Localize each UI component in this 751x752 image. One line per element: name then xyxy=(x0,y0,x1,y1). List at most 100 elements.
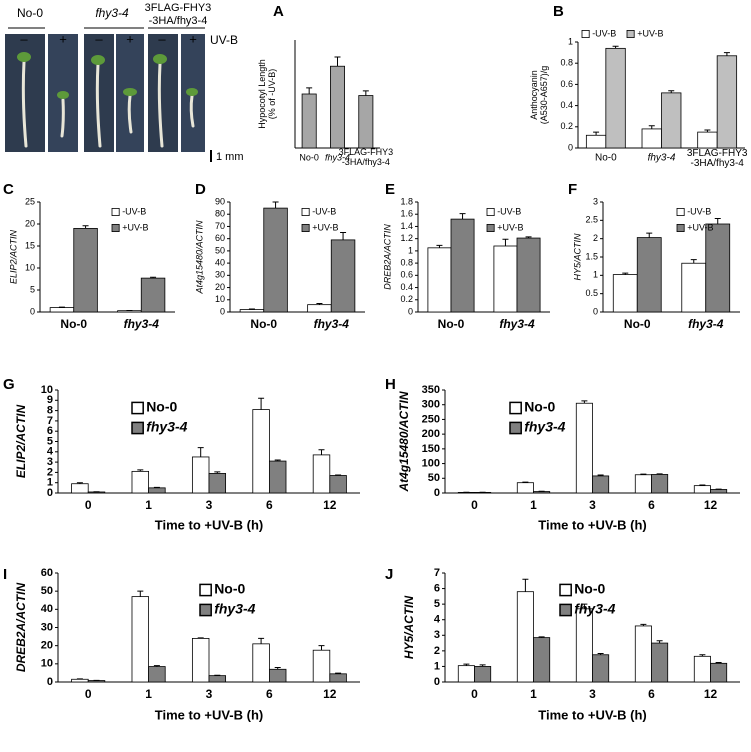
error-bar xyxy=(704,129,711,133)
bar xyxy=(131,470,150,494)
x-tick-label-line: 3FLAG-FHY3 xyxy=(687,148,748,159)
x-tick-label: fhy3-4 xyxy=(314,317,350,331)
error-bar xyxy=(699,654,706,657)
bar xyxy=(252,409,270,494)
genotype-label: No-0 xyxy=(17,6,43,20)
legend-label: +UV-B xyxy=(312,222,338,232)
legend-swatch xyxy=(509,401,522,415)
x-tick-label: No-0 xyxy=(250,317,277,331)
x-tick-label: No-0 xyxy=(624,317,651,331)
y-tick-label: 5 xyxy=(47,435,53,447)
legend-label: -UV-B xyxy=(312,206,336,216)
y-tick-label: 8 xyxy=(47,405,53,417)
bar xyxy=(641,128,662,149)
legend-swatch xyxy=(676,207,685,216)
y-tick-label: 25 xyxy=(25,196,35,206)
y-tick-label: 50 xyxy=(428,472,440,484)
bar xyxy=(330,239,356,313)
error-bar xyxy=(153,486,160,488)
x-tick-label: 1 xyxy=(145,498,152,512)
error-bar xyxy=(318,449,325,455)
bar xyxy=(191,456,210,494)
y-tick-label: 20 xyxy=(41,640,53,652)
y-axis-label: At4g15480/ACTIN xyxy=(194,220,204,295)
x-tick-label: fhy3-4 xyxy=(648,153,676,164)
x-tick-label: No-0 xyxy=(60,317,87,331)
bar xyxy=(693,655,711,683)
y-tick-label: 3 xyxy=(47,456,53,468)
y-tick-label: 10 xyxy=(41,658,53,670)
y-tick-label: 1.6 xyxy=(400,209,413,219)
y-tick-label: 60 xyxy=(41,567,53,579)
bar xyxy=(516,237,541,313)
x-tick-label: No-0 xyxy=(299,152,319,162)
x-tick-label-line: 3FLAG-FHY3 xyxy=(339,147,394,157)
error-bar xyxy=(137,469,144,472)
y-tick-label: 20 xyxy=(25,218,35,228)
y-tick-label: 30 xyxy=(41,621,53,633)
error-bar xyxy=(538,636,545,638)
y-tick-label: 7 xyxy=(434,567,440,579)
legend-swatch xyxy=(486,207,495,216)
legend-label: -UV-B xyxy=(687,206,711,216)
y-tick-label: 0.4 xyxy=(400,282,413,292)
y-tick-label: 1 xyxy=(568,36,573,46)
x-tick-label: 1 xyxy=(530,687,537,701)
legend-label: +UV-B xyxy=(637,28,663,38)
error-bar xyxy=(479,664,486,667)
y-tick-label: 300 xyxy=(422,399,440,411)
y-tick-label: 90 xyxy=(215,196,225,206)
bar xyxy=(533,491,551,494)
x-tick-label: 12 xyxy=(704,687,718,701)
bar xyxy=(575,608,593,683)
x-axis-label: Time to +UV-B (h) xyxy=(538,707,646,722)
bar xyxy=(427,247,452,313)
bar xyxy=(710,489,728,494)
x-tick-label: 1 xyxy=(530,498,537,512)
bar xyxy=(474,666,492,683)
bar xyxy=(634,625,652,683)
error-bar xyxy=(459,213,466,220)
panel-label: J xyxy=(385,566,393,583)
y-tick-label: 4 xyxy=(434,614,441,626)
bar xyxy=(191,638,210,683)
y-axis-label-line: Hypocotyl Length xyxy=(257,59,267,129)
bar xyxy=(634,474,652,494)
y-tick-label: 6 xyxy=(47,425,53,437)
y-tick-label: 4 xyxy=(47,446,54,458)
bar xyxy=(592,475,610,494)
y-tick-label: 0.2 xyxy=(560,121,573,131)
error-bar xyxy=(335,474,342,476)
legend-label: fhy3-4 xyxy=(146,419,187,435)
x-tick-label: fhy3-4 xyxy=(499,317,535,331)
y-tick-label: 9 xyxy=(47,394,53,406)
error-bar xyxy=(612,45,619,49)
legend-label: fhy3-4 xyxy=(524,419,565,435)
y-tick-label: 10 xyxy=(215,294,225,304)
x-tick-label: 1 xyxy=(145,687,152,701)
bar xyxy=(516,591,534,683)
legend-swatch xyxy=(301,223,310,232)
x-tick-label-line: -3HA/fhy3-4 xyxy=(690,158,744,169)
error-bar xyxy=(581,400,588,404)
error-bar xyxy=(640,623,647,626)
sign: – xyxy=(20,31,28,46)
x-tick-label: 3FLAG-FHY3 -3HA/fhy3-4 xyxy=(687,148,748,169)
x-tick-label: 0 xyxy=(471,498,478,512)
legend-swatch xyxy=(131,421,144,435)
error-bar xyxy=(597,474,604,476)
x-tick-label: No-0 xyxy=(595,153,617,164)
legend-swatch xyxy=(111,223,120,232)
y-axis-label: DREB2A/ACTIN xyxy=(14,583,28,673)
panel-label: I xyxy=(3,566,7,583)
x-tick-label: No-0 xyxy=(438,317,465,331)
error-bar xyxy=(646,232,653,238)
error-bar xyxy=(334,56,341,67)
y-tick-label: 30 xyxy=(215,270,225,280)
x-tick-label: 3 xyxy=(589,687,596,701)
x-tick-label: 6 xyxy=(266,687,273,701)
legend-label: -UV-B xyxy=(592,28,616,38)
error-bar xyxy=(258,397,265,410)
y-tick-label: 150 xyxy=(422,443,440,455)
legend-label: No-0 xyxy=(214,581,245,597)
